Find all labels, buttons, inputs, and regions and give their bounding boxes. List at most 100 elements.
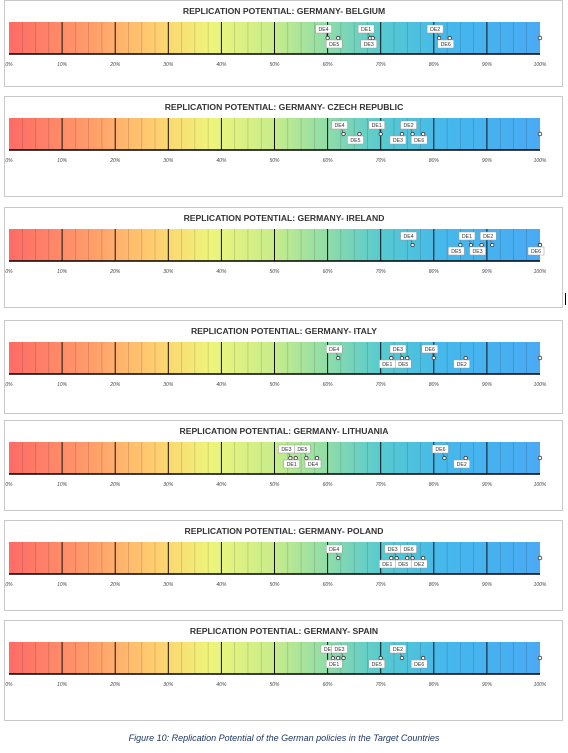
tick-label: 90%	[482, 158, 493, 164]
tick-label: 40%	[216, 382, 227, 388]
callout-box	[331, 120, 348, 130]
callout-box	[453, 359, 470, 369]
tick-label: 60%	[323, 158, 334, 164]
callout-box	[410, 135, 428, 145]
tick-label: 0%	[5, 482, 13, 488]
chart-title: REPLICATION POTENTIAL: GERMANY- ITALY	[191, 326, 377, 336]
callout-box	[479, 231, 497, 241]
callout-label: DE6	[435, 447, 445, 453]
tick-label: 10%	[57, 582, 68, 588]
data-point	[421, 655, 426, 661]
callout-box	[437, 39, 454, 49]
tick-label: 50%	[269, 158, 280, 164]
callout-box	[325, 39, 343, 49]
end-marker	[537, 555, 543, 561]
data-point	[405, 555, 410, 561]
chart-title: REPLICATION POTENTIAL: GERMANY- SPAIN	[190, 626, 378, 636]
data-point	[490, 242, 495, 248]
data-point	[410, 131, 415, 137]
tick-label: 70%	[376, 682, 387, 688]
callout-label: DE6	[414, 662, 424, 668]
callout-box	[294, 444, 311, 454]
tick-label: 30%	[163, 62, 174, 68]
callout-box	[389, 644, 407, 654]
callout-box	[453, 459, 470, 469]
figure-caption: Figure 10: Replication Potential of the …	[128, 733, 440, 743]
callout-box	[331, 644, 348, 654]
callout-label: DE4	[329, 347, 339, 353]
callout-box	[325, 544, 343, 554]
data-point	[405, 355, 410, 361]
chart-title: REPLICATION POTENTIAL: GERMANY- IRELAND	[184, 213, 385, 223]
tick-label: 60%	[323, 682, 334, 688]
tick-label: 70%	[376, 382, 387, 388]
tick-label: 70%	[376, 269, 387, 275]
chart-title: REPLICATION POTENTIAL: GERMANY- LITHUANI…	[180, 426, 389, 436]
data-point	[458, 242, 463, 248]
data-point	[341, 655, 346, 661]
callout-label: DE6	[425, 347, 435, 353]
tick-label: 30%	[163, 158, 174, 164]
callout-label: DE3	[393, 347, 403, 353]
tick-label: 40%	[216, 482, 227, 488]
tick-label: 60%	[323, 62, 334, 68]
data-point	[394, 555, 399, 561]
tick-label: 100%	[534, 158, 547, 164]
callout-label: DE2	[404, 123, 414, 129]
callout-box	[410, 659, 428, 669]
callout-label: DE5	[398, 562, 408, 568]
tick-label: 100%	[534, 269, 547, 275]
callout-label: DE5	[297, 447, 307, 453]
tick-label: 100%	[534, 682, 547, 688]
data-point	[370, 35, 375, 41]
tick-label: 90%	[482, 382, 493, 388]
callout-box	[448, 246, 465, 256]
chart-panel: REPLICATION POTENTIAL: GERMANY- IRELAND 0…	[4, 207, 563, 308]
tick-label: 70%	[376, 158, 387, 164]
tick-label: 0%	[5, 269, 13, 275]
data-point	[378, 655, 383, 661]
tick-label: 80%	[429, 269, 440, 275]
tick-label: 30%	[163, 682, 174, 688]
tick-label: 90%	[482, 62, 493, 68]
tick-label: 80%	[429, 582, 440, 588]
callout-label: DE2	[483, 234, 493, 240]
data-point	[442, 455, 447, 461]
data-point	[304, 455, 309, 461]
callout-label: DE3	[364, 42, 374, 48]
callout-label: DE6	[404, 547, 414, 553]
callout-box	[426, 24, 444, 34]
tick-label: 50%	[269, 582, 280, 588]
callout-box	[410, 559, 428, 569]
data-point	[330, 655, 336, 661]
data-point	[399, 655, 405, 661]
tick-label: 90%	[482, 582, 493, 588]
tick-label: 50%	[269, 62, 280, 68]
callout-label: DE5	[398, 362, 408, 368]
data-point	[421, 555, 426, 561]
page-edge-mark	[565, 293, 566, 305]
data-point	[389, 555, 394, 561]
callout-box	[325, 344, 343, 354]
tick-label: 30%	[163, 269, 174, 275]
callout-label: DE1	[382, 562, 392, 568]
end-marker	[537, 455, 543, 461]
data-point	[537, 242, 543, 248]
callout-label: DE5	[350, 138, 360, 144]
data-point	[336, 555, 341, 561]
tick-label: 70%	[376, 62, 387, 68]
callout-label: DE3	[334, 647, 344, 653]
callout-label: DE4	[404, 234, 414, 240]
callout-label: DE1	[287, 462, 297, 468]
tick-label: 60%	[323, 269, 334, 275]
data-point	[447, 35, 452, 41]
tick-label: 20%	[109, 482, 121, 488]
tick-label: 80%	[429, 382, 440, 388]
tick-label: 20%	[109, 682, 121, 688]
tick-label: 20%	[109, 582, 121, 588]
data-point	[463, 355, 468, 361]
tick-label: 50%	[269, 382, 280, 388]
callout-box	[325, 659, 343, 669]
callout-label: DE2	[414, 562, 424, 568]
